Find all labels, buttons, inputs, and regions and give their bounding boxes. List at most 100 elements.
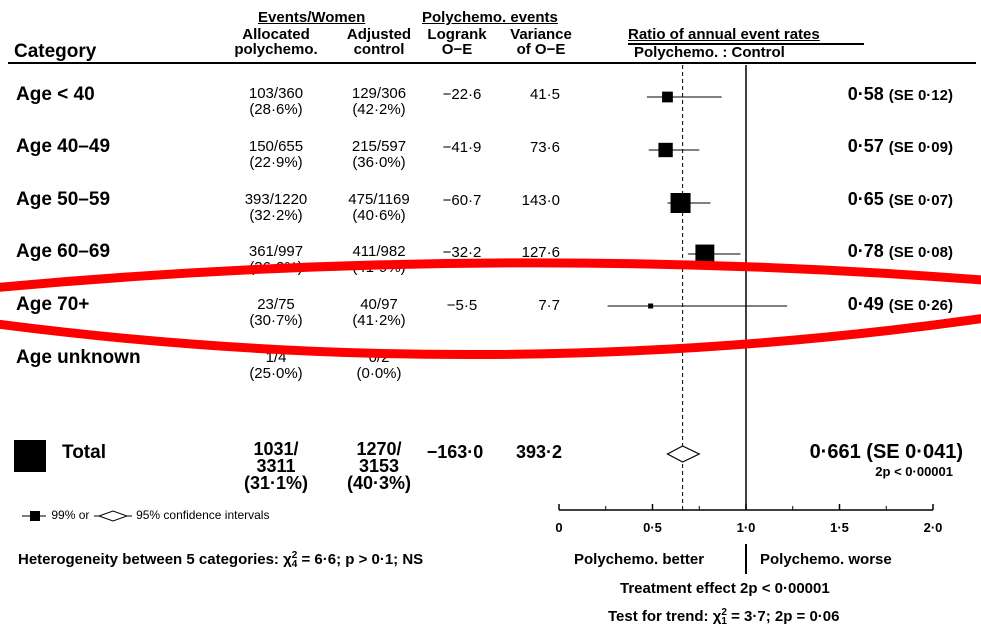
control-count: 215/597	[351, 138, 407, 155]
ratio-number: 0·58	[847, 84, 884, 104]
control-cell: 215/597 (36·0%)	[336, 139, 422, 171]
ratio-number: 0·57	[847, 136, 884, 156]
control-pct: (36·0%)	[352, 154, 406, 171]
logrank-header-line1: Logrank	[427, 26, 487, 43]
total-square-icon	[14, 440, 46, 472]
highlight-ellipse	[0, 258, 981, 360]
total-control-pct: (40·3%)	[346, 473, 412, 493]
ratio-number: 0·78	[847, 241, 884, 261]
category-header: Category	[14, 41, 97, 62]
control-pct: (42·2%)	[352, 101, 406, 118]
total-allocated-pct: (31·1%)	[243, 473, 309, 493]
x-tick-label: 0·5	[643, 520, 662, 535]
row-label: Age 60–69	[16, 241, 111, 262]
allocated-pct: (28·6%)	[249, 101, 303, 118]
header-rule	[8, 62, 976, 64]
logrank-value: −5·5	[446, 297, 478, 314]
logrank-value: −22·6	[442, 86, 482, 103]
allocated-pct: (25·0%)	[249, 365, 303, 382]
legend: 99% or 95% confidence intervals	[20, 508, 269, 522]
trend-sub: 1	[721, 616, 727, 628]
variance-value: 127·6	[521, 244, 560, 261]
polychemo-events-header: Polychemo. events	[422, 9, 558, 26]
ratio-value: 0·57 (SE 0·09)	[848, 136, 953, 157]
total-logrank: −163·0	[426, 442, 484, 462]
axis-label-better: Polychemo. better	[574, 551, 705, 568]
ratio-value: 0·49 (SE 0·26)	[848, 294, 953, 315]
variance-value: 41·5	[529, 86, 560, 103]
total-label: Total	[62, 442, 106, 463]
variance-value: 143·0	[521, 192, 560, 209]
trend-prefix: Test for trend: χ	[608, 608, 722, 625]
control-count: 475/1169	[348, 191, 410, 208]
adjusted-header-line1: Adjusted	[346, 26, 412, 43]
control-pct: (40·6%)	[352, 207, 406, 224]
ratio-value: 0·65 (SE 0·07)	[848, 189, 953, 210]
heterogeneity-sub: 4	[291, 559, 298, 571]
heterogeneity-sup: 2	[291, 550, 298, 562]
point-square	[658, 142, 673, 158]
heterogeneity-prefix: Heterogeneity between 5 categories: χ	[18, 551, 292, 568]
allocated-cell: 23/75 (30·7%)	[222, 297, 330, 329]
legend-diamond-text: 95% confidence intervals	[136, 508, 270, 522]
total-p-value: 2p < 0·00001	[875, 464, 953, 479]
point-square	[670, 193, 691, 213]
row-label: Age < 40	[16, 84, 95, 105]
row-label: Age 70+	[16, 294, 90, 315]
allocated-count: 150/655	[248, 138, 304, 155]
total-ratio-number: 0·661	[809, 441, 861, 463]
ratio-value: 0·58 (SE 0·12)	[848, 84, 953, 105]
control-cell: 40/97 (41·2%)	[336, 297, 422, 329]
ratio-se: (SE 0·09)	[888, 139, 953, 156]
control-count: 411/982	[352, 243, 406, 260]
x-tick-label: 0	[555, 520, 562, 535]
total-control-line1: 1270/	[356, 439, 402, 459]
adjusted-header: Adjusted control	[336, 27, 422, 57]
total-variance: 393·2	[515, 442, 562, 462]
adjusted-header-line2: control	[353, 41, 405, 58]
allocated-cell: 393/1220 (32·2%)	[222, 192, 330, 224]
x-tick-label: 1·5	[830, 520, 849, 535]
variance-header: Variance of O−E	[500, 27, 582, 57]
allocated-count: 103/360	[248, 85, 304, 102]
allocated-cell: 103/360 (28·6%)	[222, 86, 330, 118]
allocated-header-line1: Allocated	[242, 26, 310, 43]
control-pct: (41·2%)	[352, 312, 406, 329]
x-tick-label: 2·0	[924, 520, 943, 535]
row-label: Age unknown	[16, 347, 141, 368]
total-allocated-line2: 3311	[256, 456, 296, 476]
allocated-pct: (30·7%)	[249, 312, 303, 329]
control-count: 40/97	[360, 296, 398, 313]
allocated-header-line2: polychemo.	[234, 41, 318, 58]
ratio-se: (SE 0·12)	[888, 87, 953, 104]
logrank-value: −32·2	[442, 244, 482, 261]
allocated-header: Allocated polychemo.	[222, 27, 330, 57]
allocated-pct: (22·9%)	[249, 154, 303, 171]
control-count: 129/306	[351, 85, 407, 102]
axis-label-divider	[745, 544, 747, 574]
point-square	[662, 91, 673, 103]
total-ratio-se: (SE 0·041)	[866, 441, 963, 463]
legend-square-text: 99% or	[51, 508, 90, 522]
treatment-effect: Treatment effect 2p < 0·00001	[620, 580, 830, 597]
ratio-number: 0·49	[847, 294, 884, 314]
allocated-count: 23/75	[257, 296, 295, 313]
logrank-value: −60·7	[442, 192, 482, 209]
legend-diamond-icon	[93, 510, 132, 522]
variance-value: 7·7	[538, 297, 560, 314]
total-allocated-line1: 1031/	[253, 439, 299, 459]
ratio-se: (SE 0·26)	[888, 297, 953, 314]
events-women-header: Events/Women	[258, 9, 366, 26]
total-control-line2: 3153	[358, 456, 400, 476]
ratio-se: (SE 0·07)	[888, 192, 953, 209]
x-tick-label: 1·0	[737, 520, 756, 535]
control-pct: (0·0%)	[356, 365, 402, 382]
legend-square-icon	[22, 510, 46, 521]
heterogeneity-suffix: = 6·6; p > 0·1; NS	[297, 551, 424, 568]
row-label: Age 40–49	[16, 136, 111, 157]
row-label: Age 50–59	[16, 189, 111, 210]
allocated-count: 361/997	[248, 243, 304, 260]
total-allocated: 1031/ 3311 (31·1%)	[222, 439, 330, 493]
